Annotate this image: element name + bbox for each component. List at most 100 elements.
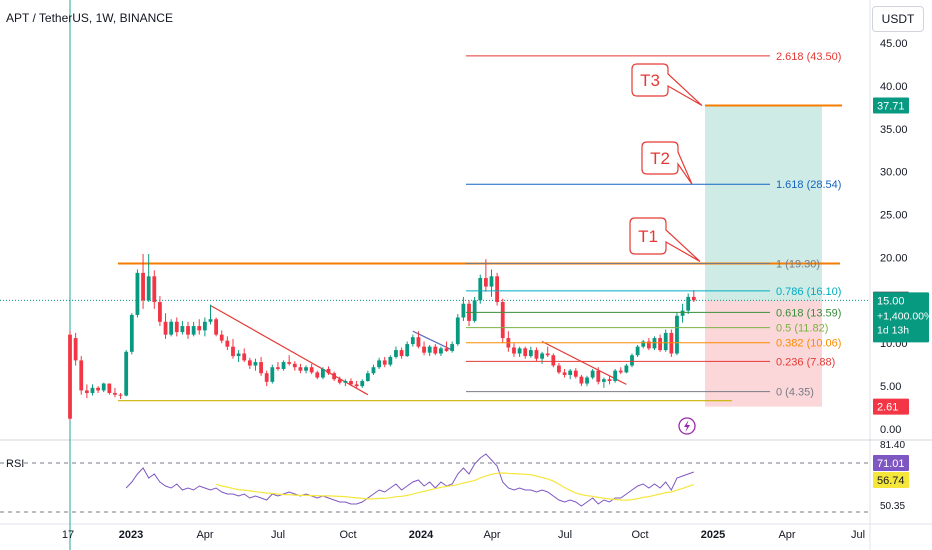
candle: [630, 353, 634, 368]
candle: [416, 331, 421, 349]
lightning-icon: [678, 417, 696, 435]
candle: [483, 259, 488, 292]
y-tick-label: 40.00: [880, 81, 908, 93]
candle: [562, 368, 567, 378]
fib-level-0: 0 (4.35): [466, 387, 814, 399]
rsi-tick-label: 81.40: [880, 440, 905, 451]
x-tick-label: Oct: [339, 529, 356, 541]
y-tick-label: 0.00: [880, 424, 901, 436]
candle: [259, 356, 263, 376]
candle: [590, 368, 595, 380]
candle: [129, 313, 134, 355]
candle: [242, 348, 247, 363]
currency-selector[interactable]: USDT: [872, 6, 924, 32]
candle: [113, 387, 117, 398]
candle: [354, 380, 359, 388]
price-badge: 2.61: [873, 398, 909, 415]
svg-text:T1: T1: [638, 227, 658, 246]
rsi-tick-label: 50.35: [880, 501, 905, 512]
candle: [461, 296, 466, 321]
candle: [219, 330, 224, 344]
candle: [433, 344, 438, 356]
svg-text:T2: T2: [650, 149, 670, 168]
candle: [427, 344, 432, 357]
candle: [444, 341, 449, 352]
candle: [646, 338, 651, 351]
svg-text:0 (4.35): 0 (4.35): [776, 387, 814, 399]
svg-text:56.74: 56.74: [877, 475, 905, 487]
candle: [573, 368, 578, 379]
candle: [287, 355, 292, 366]
svg-text:0.618 (13.59): 0.618 (13.59): [776, 307, 841, 319]
fib-level-0-382: 0.382 (10.06): [466, 338, 841, 350]
fib-level-0-786: 0.786 (16.10): [466, 286, 841, 298]
candle: [512, 343, 516, 357]
candle: [489, 269, 494, 297]
candle: [79, 356, 84, 395]
candle: [500, 298, 505, 344]
candle: [332, 371, 337, 381]
fib-level-0-5: 0.5 (11.82): [466, 323, 828, 335]
svg-text:T3: T3: [640, 71, 660, 90]
chart-title: APT / TetherUS, 1W, BINANCE: [6, 11, 173, 25]
candle: [304, 365, 308, 374]
position-loss-zone: [705, 300, 822, 407]
rsi-value-badge: 71.01: [873, 455, 909, 471]
svg-text:2.61: 2.61: [877, 402, 898, 414]
candle: [124, 350, 129, 397]
x-tick-label: Jul: [851, 529, 865, 541]
candle: [264, 370, 269, 387]
fib-level-1: 1 (19.30): [466, 258, 820, 270]
candle: [472, 296, 477, 323]
candle: [365, 370, 370, 382]
candle: [96, 386, 100, 393]
candle: [236, 350, 241, 363]
svg-text:1.618 (28.54): 1.618 (28.54): [776, 179, 841, 191]
candle: [540, 351, 544, 364]
candle: [596, 367, 601, 385]
candle: [337, 376, 342, 385]
x-tick-label: Apr: [196, 529, 213, 541]
svg-text:1d 13h: 1d 13h: [877, 324, 909, 336]
candle: [624, 363, 629, 374]
candle: [298, 363, 303, 374]
candle: [101, 382, 106, 393]
candle: [180, 320, 185, 335]
rsi-value-badge: 56.74: [873, 472, 909, 488]
rsi-line: [125, 453, 694, 507]
candle: [545, 346, 550, 357]
x-tick-label: 2023: [119, 529, 143, 541]
candle: [225, 336, 230, 351]
target-callout-t2: T2: [641, 141, 693, 185]
svg-text:2.618 (43.50): 2.618 (43.50): [776, 51, 841, 63]
x-tick-label: 17: [62, 529, 74, 541]
candle: [641, 339, 646, 349]
candle: [202, 317, 207, 337]
candle: [191, 321, 196, 337]
candle: [247, 357, 252, 369]
candle: [174, 317, 179, 337]
candle: [371, 364, 376, 375]
y-tick-label: 30.00: [880, 167, 908, 179]
candle: [579, 374, 584, 387]
candle: [326, 366, 331, 375]
y-tick-label: 20.00: [880, 252, 908, 264]
candle: [399, 347, 404, 359]
x-tick-label: Jul: [558, 529, 572, 541]
candle: [675, 312, 679, 356]
candle: [455, 314, 460, 346]
candle: [343, 379, 348, 387]
candle: [422, 341, 426, 356]
x-tick-label: Apr: [778, 529, 795, 541]
svg-text:37.71: 37.71: [877, 101, 905, 113]
candle: [231, 338, 235, 359]
candle: [602, 377, 606, 388]
candle: [253, 358, 258, 371]
y-tick-label: 35.00: [880, 124, 908, 136]
rsi-ma-line: [215, 472, 694, 501]
candle: [186, 321, 190, 339]
candle: [450, 341, 455, 353]
candle: [382, 356, 387, 368]
candle: [214, 317, 219, 337]
